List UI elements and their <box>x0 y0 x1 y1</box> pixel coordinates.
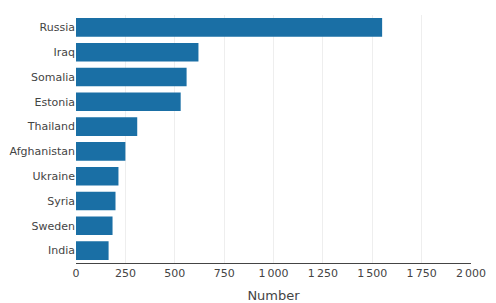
svg-text:Sweden: Sweden <box>32 220 75 233</box>
svg-text:750: 750 <box>214 267 235 280</box>
svg-text:1 000: 1 000 <box>258 267 288 280</box>
svg-text:1 500: 1 500 <box>357 267 387 280</box>
svg-text:0: 0 <box>73 267 80 280</box>
svg-text:Thailand: Thailand <box>27 120 75 133</box>
svg-text:Iraq: Iraq <box>54 46 76 59</box>
svg-text:500: 500 <box>164 267 185 280</box>
svg-text:Ukraine: Ukraine <box>33 170 76 183</box>
svg-text:India: India <box>48 244 75 257</box>
svg-text:2 000: 2 000 <box>456 267 486 280</box>
svg-text:Somalia: Somalia <box>31 71 75 84</box>
svg-text:1 750: 1 750 <box>407 267 437 280</box>
svg-text:Number: Number <box>247 288 300 303</box>
svg-text:Russia: Russia <box>40 21 75 34</box>
svg-text:250: 250 <box>115 267 136 280</box>
svg-text:Estonia: Estonia <box>35 96 76 109</box>
svg-text:Afghanistan: Afghanistan <box>10 145 76 158</box>
svg-text:1 250: 1 250 <box>308 267 338 280</box>
svg-text:Syria: Syria <box>47 195 75 208</box>
